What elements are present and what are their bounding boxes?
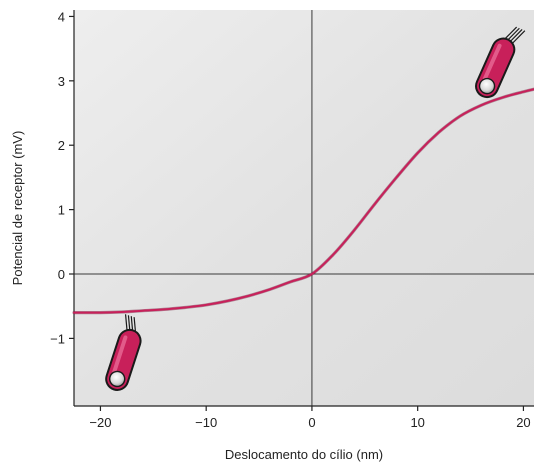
- x-tick-label: 0: [308, 415, 315, 430]
- y-tick-label: 0: [58, 267, 65, 282]
- zero-lines: [74, 10, 534, 406]
- y-tick-label: −1: [50, 331, 65, 346]
- x-tick-label: −10: [195, 415, 217, 430]
- series-line: [73, 88, 534, 314]
- y-axis-label: Potencial de receptor (mV): [10, 131, 25, 286]
- plot-background: [74, 10, 534, 406]
- hair-cell-depolarized-icon: [475, 26, 526, 99]
- series-group: [72, 87, 534, 315]
- x-tick-label: 20: [516, 415, 530, 430]
- x-tick-label: 10: [410, 415, 424, 430]
- hair-cell-hyperpolarized-icon: [105, 314, 142, 391]
- x-tick-label: −20: [89, 415, 111, 430]
- y-tick-label: 4: [58, 9, 65, 24]
- y-tick-label: 1: [58, 203, 65, 218]
- y-tick-label: 3: [58, 74, 65, 89]
- x-axis-label: Deslocamento do cílio (nm): [225, 447, 383, 462]
- y-tick-label: 2: [58, 138, 65, 153]
